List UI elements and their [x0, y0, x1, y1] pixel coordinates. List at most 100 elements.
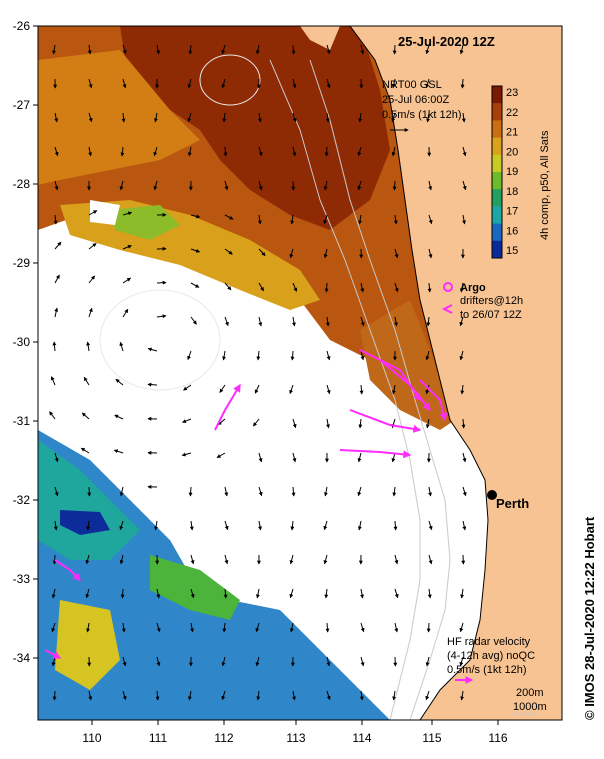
colorbar-frame	[491, 85, 503, 259]
velocity-arrow	[290, 350, 295, 361]
velocity-arrow	[54, 241, 62, 250]
velocity-arrow	[461, 418, 466, 429]
velocity-arrow	[392, 44, 397, 55]
velocity-arrow	[459, 622, 464, 633]
velocity-arrow	[324, 588, 329, 599]
velocity-arrow	[114, 414, 124, 420]
velocity-arrow	[187, 690, 192, 701]
velocity-arrow	[223, 588, 228, 599]
velocity-arrow	[290, 214, 295, 225]
velocity-arrow	[85, 588, 90, 599]
velocity-arrow	[258, 180, 263, 191]
sst-hot-core	[120, 26, 390, 230]
velocity-arrow	[51, 588, 56, 599]
velocity-arrow	[224, 520, 229, 531]
velocity-arrow	[461, 112, 466, 123]
cloud-west	[38, 250, 390, 640]
velocity-arrow	[154, 520, 159, 531]
colorbar	[491, 85, 503, 259]
velocity-arrow	[190, 622, 194, 633]
velocity-arrow	[153, 146, 158, 157]
velocity-arrow	[54, 307, 59, 318]
colorbar-tick-label: 22	[506, 107, 518, 119]
velocity-arrow	[360, 282, 365, 293]
latitude-axis: -26 -27 -28 -29 -30 -31 -32 -33 -34	[13, 19, 38, 665]
velocity-arrow	[256, 350, 261, 361]
velocity-arrow	[88, 307, 93, 318]
velocity-arrow	[358, 112, 363, 123]
sst-yellow-south	[55, 600, 120, 690]
velocity-arrow	[51, 622, 56, 633]
velocity-arrow	[153, 180, 158, 191]
velocity-arrow	[54, 112, 59, 123]
colorbar-segment	[492, 103, 502, 121]
velocity-arrow	[153, 112, 158, 123]
velocity-arrow	[52, 690, 57, 701]
velocity-arrow	[323, 486, 328, 497]
velocity-arrow	[323, 180, 328, 191]
velocity-arrow	[357, 180, 362, 191]
velocity-arrow	[459, 282, 464, 293]
velocity-arrow	[391, 78, 396, 89]
velocity-arrow	[291, 316, 296, 327]
velocity-arrow	[357, 146, 362, 157]
velocity-arrow	[119, 520, 124, 531]
lon-tick-label: 116	[488, 731, 507, 745]
velocity-arrow	[359, 690, 364, 701]
velocity-arrow	[289, 384, 294, 395]
lon-tick-label: 112	[214, 731, 233, 745]
velocity-arrow	[120, 146, 125, 157]
velocity-arrow	[256, 690, 261, 701]
velocity-arrow	[85, 554, 90, 565]
velocity-arrow	[156, 656, 161, 667]
velocity-arrow	[289, 588, 294, 599]
velocity-arrow	[53, 520, 58, 531]
velocity-arrow	[462, 180, 467, 191]
velocity-arrow	[425, 656, 430, 667]
velocity-arrow	[290, 520, 295, 531]
colorbar-tick-label: 19	[506, 166, 518, 178]
hf-radar-line-3: 0.5m/s (1kt 12h)	[447, 664, 526, 676]
velocity-arrow	[394, 248, 399, 259]
velocity-arrow	[156, 314, 167, 319]
velocity-arrow	[394, 554, 399, 565]
colorbar-segment	[492, 154, 502, 173]
sst-orange-region	[38, 50, 200, 185]
velocity-arrow	[119, 486, 124, 497]
velocity-arrow	[462, 486, 467, 497]
velocity-arrow	[88, 78, 93, 89]
velocity-arrow	[255, 622, 260, 633]
colorbar-tick-label: 18	[506, 186, 518, 198]
lon-tick-label: 110	[82, 731, 101, 745]
velocity-arrow	[324, 282, 329, 293]
velocity-arrow	[224, 486, 229, 497]
velocity-arrow	[357, 452, 362, 463]
velocity-arrow	[460, 78, 465, 89]
velocity-arrow	[255, 588, 260, 599]
velocity-arrow	[54, 274, 60, 284]
velocity-arrow	[428, 214, 433, 225]
velocity-arrow	[393, 520, 398, 531]
map-title: 25-Jul-2020 12Z	[398, 34, 495, 49]
velocity-arrow	[289, 248, 294, 259]
velocity-arrow	[189, 520, 194, 531]
velocity-arrow	[255, 656, 260, 667]
velocity-arrow	[122, 308, 129, 318]
velocity-arrow	[258, 146, 263, 157]
velocity-arrow	[87, 44, 92, 55]
velocity-arrow	[190, 554, 195, 565]
velocity-arrow	[292, 690, 296, 701]
velocity-arrow	[326, 78, 331, 89]
velocity-arrow	[88, 146, 93, 157]
velocity-arrow	[360, 44, 365, 55]
velocity-arrow	[289, 554, 294, 565]
altimetry-eddy-north	[199, 54, 261, 106]
argo-label: Argo	[460, 282, 486, 294]
velocity-arrow	[86, 622, 91, 633]
velocity-arrow	[88, 690, 93, 701]
velocity-arrow	[147, 347, 158, 352]
velocity-arrow	[357, 520, 362, 531]
velocity-arrow	[428, 486, 432, 497]
velocity-arrow	[291, 44, 296, 55]
colorbar-label: 4h comp, p50, All Sats	[539, 130, 551, 240]
